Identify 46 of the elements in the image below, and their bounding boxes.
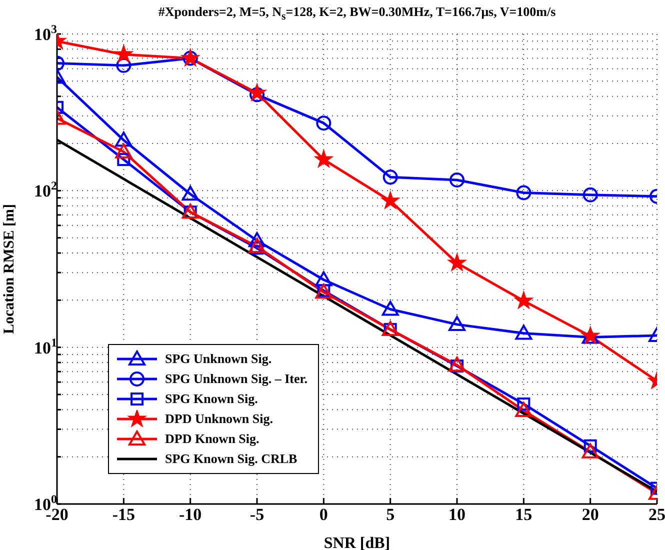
point: [582, 187, 598, 202]
legend-label: SPG Unknown Sig. – Iter.: [165, 371, 308, 387]
point: [182, 186, 199, 201]
chart-title: #Xponders=2, M=5, N$_{s}$=128, K=2, BW=0.30MHz, T=166.7μs, V=100m/s: [157, 4, 557, 23]
x-tick-label: 25: [648, 505, 665, 524]
x-tick-label: 20: [582, 505, 599, 524]
y-tick-label: 10$^{1}$: [34, 335, 58, 358]
point: [582, 443, 599, 458]
y-tick-label: 10$^{2}$: [34, 178, 58, 201]
point: [248, 238, 266, 254]
x-tick-label: -15: [112, 505, 136, 524]
point: [248, 84, 266, 101]
point: [382, 300, 399, 316]
x-tick-label: -5: [250, 505, 264, 524]
x-axis-title: SNR [dB]: [324, 535, 390, 550]
point: [248, 232, 266, 248]
legend-label: SPG Unknown Sig.: [165, 351, 272, 367]
point: [514, 291, 533, 309]
point: [314, 150, 333, 168]
point: [382, 170, 398, 185]
point: [448, 316, 466, 331]
point: [315, 271, 332, 286]
point: [515, 324, 532, 340]
point: [381, 191, 400, 209]
point: [116, 58, 132, 73]
x-tick-label: 0: [319, 505, 328, 524]
point: [117, 153, 130, 166]
point: [516, 185, 532, 200]
legend-label: DPD Known Sig.: [165, 431, 260, 447]
point: [115, 132, 132, 147]
legend-label: DPD Unknown Sig.: [165, 411, 274, 427]
point: [515, 402, 532, 418]
point: [114, 44, 133, 62]
x-tick-label: 15: [515, 505, 532, 524]
point: [450, 172, 464, 188]
point: [115, 143, 132, 158]
legend-label: SPG Known Sig.: [165, 391, 258, 407]
point: [316, 116, 332, 131]
x-tick-label: -10: [178, 505, 202, 524]
point: [448, 254, 466, 271]
x-tick-label: 10: [448, 505, 466, 524]
x-tick-label: 5: [386, 505, 395, 524]
y-tick-label: 10$^{3}$: [34, 22, 58, 44]
point: [448, 356, 466, 372]
y-axis-title: Location RMSE [m]: [1, 204, 18, 334]
legend-label: SPG Known Sig. CRLB: [165, 451, 298, 467]
